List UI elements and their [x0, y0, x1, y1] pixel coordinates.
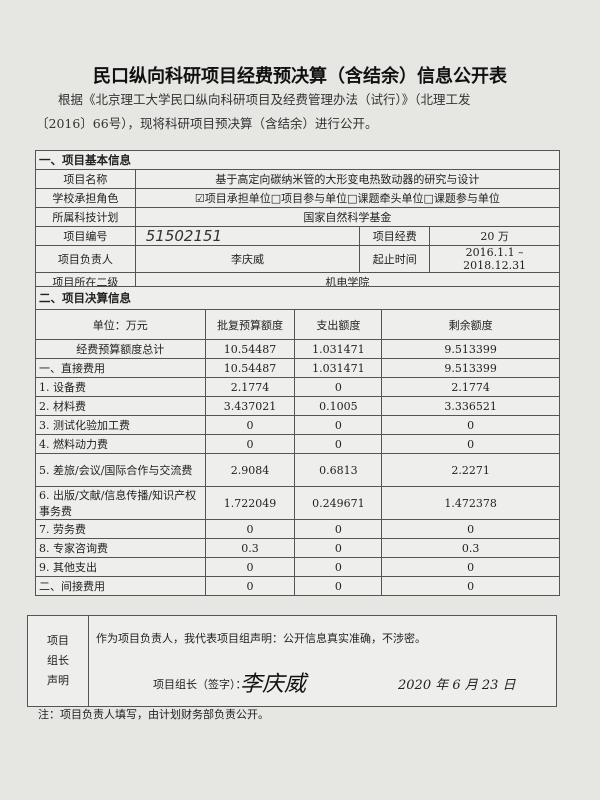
signature-label: 项目组长（签字）： — [153, 678, 247, 691]
remaining-amount: 0 — [381, 415, 560, 435]
label: 声明 — [47, 674, 69, 687]
spent-amount: 1.031471 — [294, 339, 383, 359]
label: 项目负责人 — [35, 245, 136, 273]
table-row: 6. 出版/文献/信息传播/知识产权事务费 1.722049 0.249671 1.4… — [35, 486, 560, 520]
table-row: 7. 劳务费 0 0 0 — [35, 519, 560, 539]
remaining-amount: 0 — [381, 557, 560, 577]
approved-amount: 0 — [204, 557, 296, 577]
approved-amount: 0.3 — [204, 538, 296, 558]
budget-table: 二、项目决算信息 单位：万元 批复预算额度 支出额度 剩余额度 经费预算额度总计… — [35, 286, 560, 596]
remaining-amount: 9.513399 — [381, 339, 560, 359]
table-row: 二、间接费用 0 0 0 — [35, 576, 560, 596]
approved-amount: 3.437021 — [204, 396, 296, 416]
approved-amount: 0 — [204, 434, 296, 454]
spent-amount: 0 — [294, 576, 383, 596]
row-label: 8. 专家咨询费 — [35, 538, 206, 558]
declaration-statement: 作为项目负责人，我代表项目组声明：公开信息真实准确，不涉密。 — [96, 632, 426, 645]
project-name: 基于高定向碳纳米管的大形变电热致动器的研究与设计 — [134, 169, 561, 189]
label: 组长 — [47, 654, 69, 667]
section-budget: 二、项目决算信息 — [35, 286, 560, 310]
spent-amount: 0 — [294, 434, 383, 454]
spent-amount: 0 — [294, 519, 383, 539]
project-number: 51502151 — [134, 226, 361, 246]
table-row: 3. 测试化验加工费 0 0 0 — [35, 415, 560, 435]
row-label: 一、直接费用 — [35, 358, 206, 378]
label: 学校承担角色 — [35, 188, 136, 208]
label: 项目 — [47, 634, 69, 647]
science-plan: 国家自然科学基金 — [134, 207, 561, 227]
school-role: ☑项目承担单位□项目参与单位□课题牵头单位□课题参与单位 — [134, 188, 561, 208]
spent-amount: 0.249671 — [294, 486, 383, 520]
project-period: 2016.1.1 – 2018.12.31 — [429, 245, 560, 273]
approved-amount: 0 — [204, 576, 296, 596]
intro-line-1: 根据《北京理工大学民口纵向科研项目及经费管理办法（试行）》（北理工发 — [58, 92, 471, 107]
row-label: 6. 出版/文献/信息传播/知识产权事务费 — [35, 486, 206, 520]
basic-info-table: 一、项目基本信息 项目名称 基于高定向碳纳米管的大形变电热致动器的研究与设计 学校… — [35, 150, 561, 292]
header-remaining: 剩余额度 — [381, 309, 560, 340]
project-leader: 李庆威 — [134, 245, 361, 273]
approved-amount: 0 — [204, 415, 296, 435]
row-label: 二、间接费用 — [35, 576, 206, 596]
approved-amount: 2.1774 — [204, 377, 296, 397]
label: 所属科技计划 — [35, 207, 136, 227]
label: 项目经费 — [359, 226, 431, 246]
spent-amount: 0 — [294, 415, 383, 435]
remaining-amount: 0 — [381, 576, 560, 596]
remaining-amount: 0 — [381, 434, 560, 454]
declaration-box: 项目 组长 声明 作为项目负责人，我代表项目组声明：公开信息真实准确，不涉密。 … — [27, 615, 557, 707]
approved-amount: 1.722049 — [204, 486, 296, 520]
header-approved: 批复预算额度 — [204, 309, 296, 340]
row-label: 7. 劳务费 — [35, 519, 206, 539]
spent-amount: 0 — [294, 377, 383, 397]
row-label: 3. 测试化验加工费 — [35, 415, 206, 435]
row-label: 2. 材料费 — [35, 396, 206, 416]
spent-amount: 0.6813 — [294, 453, 383, 487]
table-row: 1. 设备费 2.1774 0 2.1774 — [35, 377, 560, 397]
table-row: 9. 其他支出 0 0 0 — [35, 557, 560, 577]
approved-amount: 10.54487 — [204, 339, 296, 359]
spent-amount: 0 — [294, 538, 383, 558]
label: 项目名称 — [35, 169, 136, 189]
row-label: 4. 燃料动力费 — [35, 434, 206, 454]
declaration-label: 项目 组长 声明 — [28, 616, 89, 706]
header-unit: 单位：万元 — [35, 309, 206, 340]
table-row: 5. 差旅/会议/国际合作与交流费 2.9084 0.6813 2.2271 — [35, 453, 560, 487]
spent-amount: 1.031471 — [294, 358, 383, 378]
intro-line-2: 〔2016〕66号），现将科研项目预决算（含结余）进行公开。 — [36, 116, 378, 131]
label: 起止时间 — [359, 245, 431, 273]
section-basic-info: 一、项目基本信息 — [35, 150, 560, 170]
table-row: 一、直接费用 10.54487 1.031471 9.513399 — [35, 358, 560, 378]
remaining-amount: 0.3 — [381, 538, 560, 558]
spent-amount: 0.1005 — [294, 396, 383, 416]
remaining-amount: 2.2271 — [381, 453, 560, 487]
table-row: 2. 材料费 3.437021 0.1005 3.336521 — [35, 396, 560, 416]
table-row: 4. 燃料动力费 0 0 0 — [35, 434, 560, 454]
approved-amount: 10.54487 — [204, 358, 296, 378]
header-spent: 支出额度 — [294, 309, 383, 340]
signature-date: 2020 年 6 月 23 日 — [398, 678, 516, 693]
remaining-amount: 9.513399 — [381, 358, 560, 378]
remaining-amount: 3.336521 — [381, 396, 560, 416]
project-funds: 20 万 — [429, 226, 560, 246]
row-label: 1. 设备费 — [35, 377, 206, 397]
footnote: 注：项目负责人填写，由计划财务部负责公开。 — [38, 708, 269, 721]
handwritten-signature: 李庆威 — [240, 672, 307, 697]
row-label: 经费预算额度总计 — [35, 339, 206, 359]
table-row: 8. 专家咨询费 0.3 0 0.3 — [35, 538, 560, 558]
row-label: 9. 其他支出 — [35, 557, 206, 577]
row-label: 5. 差旅/会议/国际合作与交流费 — [35, 453, 206, 487]
approved-amount: 0 — [204, 519, 296, 539]
remaining-amount: 2.1774 — [381, 377, 560, 397]
page-title: 民口纵向科研项目经费预决算（含结余）信息公开表 — [93, 66, 507, 87]
approved-amount: 2.9084 — [204, 453, 296, 487]
remaining-amount: 0 — [381, 519, 560, 539]
label: 项目编号 — [35, 226, 136, 246]
table-row: 经费预算额度总计 10.54487 1.031471 9.513399 — [35, 339, 560, 359]
spent-amount: 0 — [294, 557, 383, 577]
remaining-amount: 1.472378 — [381, 486, 560, 520]
